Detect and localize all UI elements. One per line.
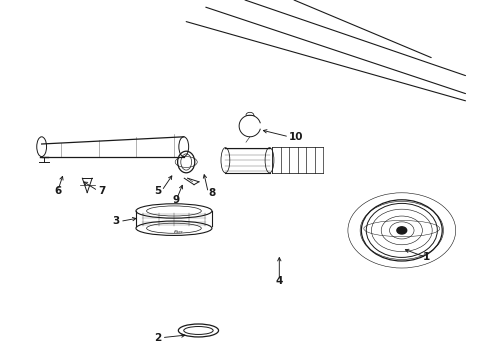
Text: 7: 7 (98, 186, 105, 196)
Text: 4: 4 (275, 276, 283, 286)
Text: 2: 2 (154, 333, 162, 343)
Text: 3: 3 (113, 216, 120, 226)
Text: filter: filter (174, 230, 184, 234)
Text: 1: 1 (423, 252, 430, 262)
Text: 8: 8 (208, 188, 216, 198)
Text: 10: 10 (289, 132, 304, 142)
Text: 6: 6 (54, 186, 61, 196)
Circle shape (397, 227, 407, 234)
Text: 9: 9 (173, 195, 180, 205)
Text: 5: 5 (154, 186, 162, 196)
